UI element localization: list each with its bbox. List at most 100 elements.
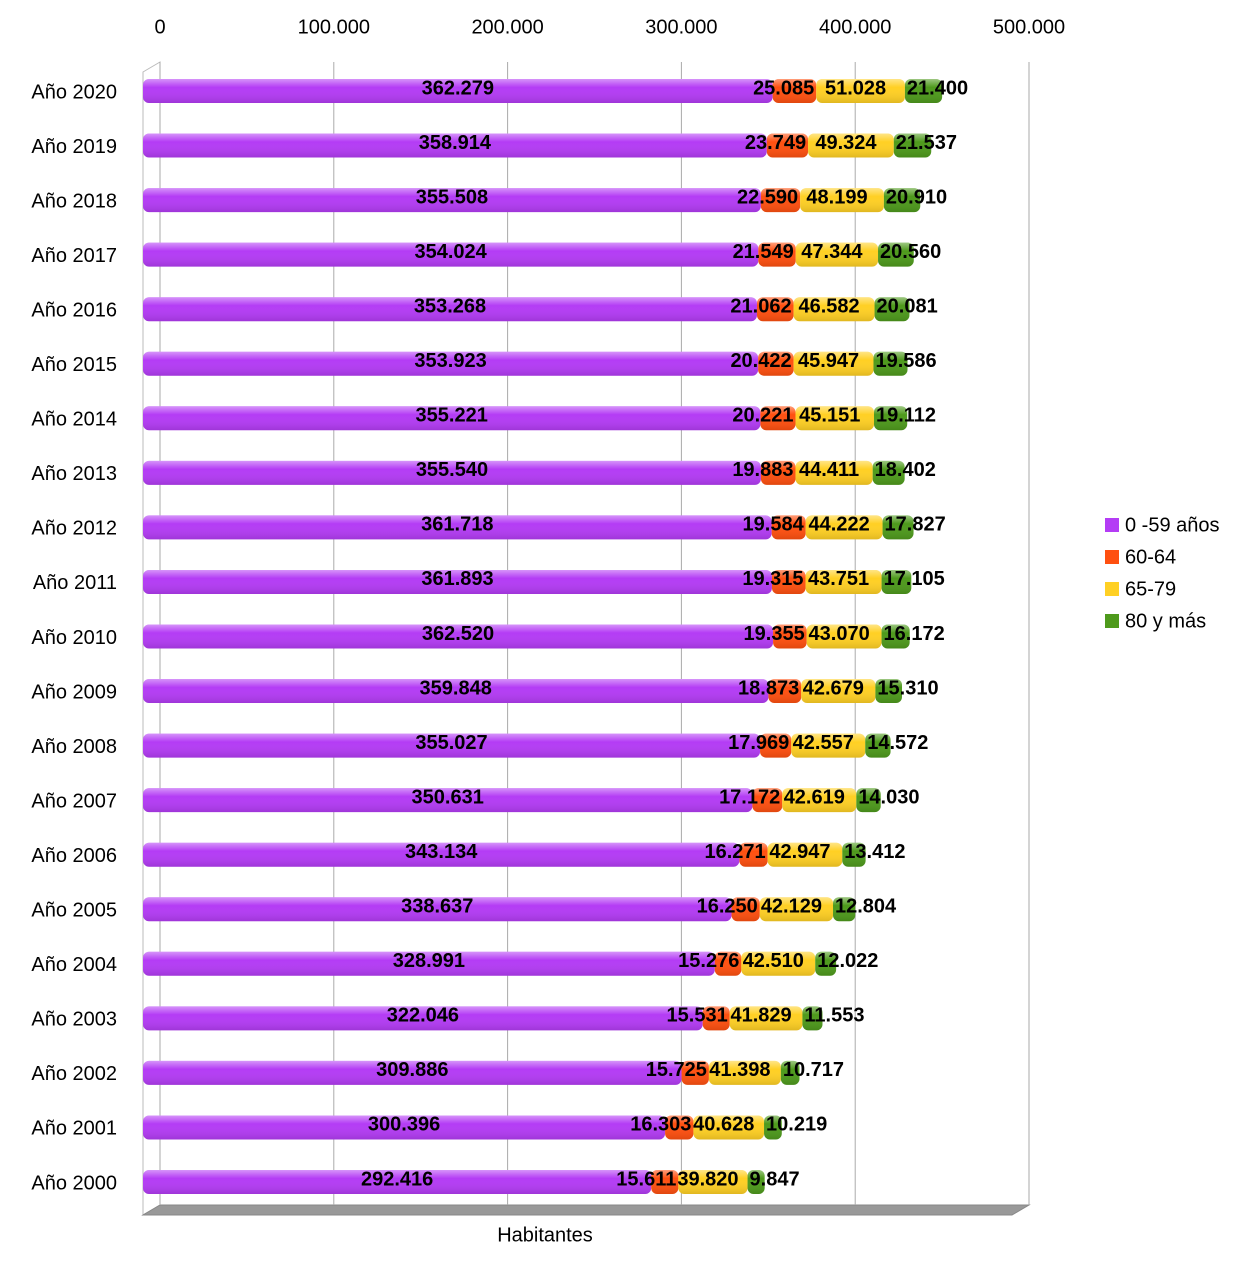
bar-shade (904, 79, 943, 103)
value-label: 44.222 (809, 514, 870, 536)
value-label: 355.508 (416, 186, 488, 208)
x-tick-label: 300.000 (645, 16, 717, 38)
bar-shade (143, 842, 740, 867)
bar-shade (773, 624, 807, 649)
value-label: 42.679 (803, 677, 864, 699)
value-label: 18.402 (875, 459, 936, 481)
bar-shade (143, 788, 753, 813)
bar-shade (729, 1006, 803, 1031)
value-label: 49.324 (815, 132, 877, 154)
value-label: 12.022 (817, 950, 878, 972)
bar-shade (708, 1060, 781, 1085)
value-label: 42.557 (793, 732, 854, 754)
bar-shade (873, 351, 908, 376)
bar-shade (143, 897, 732, 922)
bar-shade (143, 1006, 703, 1031)
bar-shade (678, 1170, 748, 1194)
value-label: 17.105 (884, 568, 945, 590)
value-label: 355.221 (416, 405, 488, 427)
value-label: 15.276 (678, 950, 739, 972)
y-tick-label: Año 2008 (31, 736, 117, 758)
x-axis-title: Habitantes (497, 1224, 593, 1246)
bar-shade (856, 788, 881, 813)
bar-shade (795, 460, 873, 485)
bar-shade (874, 297, 910, 322)
legend-label: 80 y más (1125, 610, 1206, 632)
y-tick-label: Año 2017 (31, 245, 117, 267)
value-label: 42.510 (743, 950, 804, 972)
legend-swatch (1105, 582, 1119, 596)
value-label: 41.398 (709, 1059, 770, 1081)
value-label: 361.893 (421, 568, 493, 590)
bar-shade (760, 733, 792, 758)
bar-shade (865, 733, 891, 758)
x-tick-label: 100.000 (298, 16, 370, 38)
value-label: 343.134 (405, 841, 478, 863)
y-tick-label: Año 2005 (31, 900, 117, 922)
value-label: 322.046 (387, 1005, 459, 1027)
value-label: 362.520 (422, 623, 494, 645)
legend-swatch (1105, 550, 1119, 564)
bar-shade (143, 133, 767, 158)
value-label: 17.172 (719, 786, 780, 808)
bar-shade (771, 569, 806, 594)
value-label: 12.804 (835, 896, 897, 918)
value-label: 359.848 (420, 677, 492, 699)
bar-shade (816, 79, 905, 103)
value-label: 355.027 (415, 732, 487, 754)
value-label: 47.344 (801, 241, 863, 263)
value-label: 14.030 (858, 786, 919, 808)
x-tick-label: 400.000 (819, 16, 891, 38)
legend-swatch (1105, 614, 1119, 628)
bar-shade (873, 406, 908, 431)
bar-shade (143, 679, 769, 704)
value-label: 16.303 (630, 1114, 691, 1136)
value-label: 42.619 (784, 786, 845, 808)
bar-shade (143, 951, 715, 976)
y-tick-label: Año 2014 (31, 409, 117, 431)
bar-shade (143, 297, 757, 322)
value-label: 361.718 (421, 514, 493, 536)
value-label: 41.829 (730, 1005, 791, 1027)
value-label: 20.081 (877, 295, 938, 317)
value-label: 20.910 (886, 186, 947, 208)
bar-shade (143, 1170, 652, 1194)
value-label: 23.749 (745, 132, 806, 154)
bar-shade (143, 242, 759, 267)
x-tick-label: 0 (154, 16, 165, 38)
value-label: 20.422 (730, 350, 791, 372)
bar-shade (883, 188, 921, 213)
bar-shade (764, 1115, 782, 1140)
bar-shade (878, 242, 914, 267)
y-tick-label: Año 2006 (31, 845, 117, 867)
bar-shade (143, 460, 761, 485)
value-label: 19.112 (876, 405, 936, 427)
value-label: 19.584 (743, 514, 805, 536)
value-label: 19.883 (732, 459, 793, 481)
bar-shade (143, 569, 772, 594)
bar-shade (143, 406, 761, 431)
bar-shade (842, 842, 866, 867)
value-label: 25.085 (753, 77, 814, 99)
value-label: 15.725 (646, 1059, 707, 1081)
bar-shade (143, 1115, 666, 1140)
value-label: 353.268 (414, 295, 486, 317)
value-label: 309.886 (376, 1059, 448, 1081)
bar-shade (741, 951, 816, 976)
value-label: 9.847 (750, 1168, 800, 1190)
bar-shade (808, 133, 894, 158)
bar-shade (768, 679, 802, 704)
bar-shade (801, 679, 876, 704)
y-tick-label: Año 2002 (31, 1063, 117, 1085)
value-label: 19.315 (742, 568, 803, 590)
value-label: 15.310 (877, 677, 938, 699)
value-label: 362.279 (422, 77, 494, 99)
bar-shade (793, 351, 874, 376)
value-label: 17.969 (728, 732, 789, 754)
bar-shade (772, 79, 817, 103)
value-label: 358.914 (419, 132, 492, 154)
value-label: 45.151 (799, 405, 860, 427)
value-label: 11.553 (804, 1005, 864, 1027)
value-label: 22.590 (737, 186, 798, 208)
bar-shade (767, 842, 843, 867)
